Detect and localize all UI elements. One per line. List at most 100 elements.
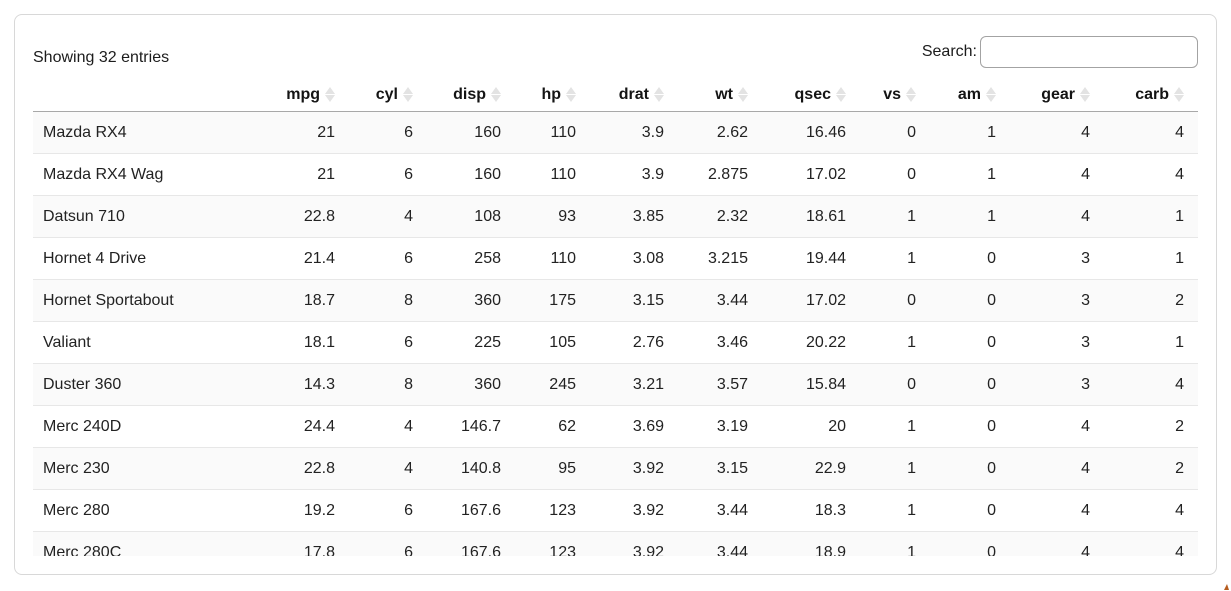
data-cell: 0 (930, 237, 1010, 280)
data-cell: 1 (860, 195, 930, 238)
data-cell: 1 (930, 111, 1010, 154)
row-name-cell: Hornet 4 Drive (33, 237, 263, 280)
data-cell: 225 (427, 321, 515, 364)
data-cell: 1 (860, 447, 930, 490)
row-name-cell: Merc 280C (33, 531, 263, 556)
data-cell: 0 (860, 153, 930, 196)
row-name-cell: Datsun 710 (33, 195, 263, 238)
data-cell: 3.69 (590, 405, 678, 448)
data-cell: 17.02 (762, 279, 860, 322)
table-scroll-area[interactable]: mpg cyl disp hp drat wt qsec vs am gear carb Mazda… (33, 78, 1198, 556)
data-cell: 3.08 (590, 237, 678, 280)
column-header-cyl[interactable]: cyl (349, 78, 427, 112)
data-cell: 4 (349, 195, 427, 238)
data-cell: 21 (263, 111, 349, 154)
data-cell: 4 (1010, 405, 1104, 448)
data-table: mpg cyl disp hp drat wt qsec vs am gear carb Mazda… (33, 78, 1198, 556)
data-cell: 360 (427, 279, 515, 322)
data-cell: 4 (1010, 489, 1104, 532)
column-header-carb[interactable]: carb (1104, 78, 1198, 112)
data-cell: 18.7 (263, 279, 349, 322)
data-cell: 3.19 (678, 405, 762, 448)
data-cell: 1 (1104, 195, 1198, 238)
column-header-gear[interactable]: gear (1010, 78, 1104, 112)
data-cell: 4 (1010, 531, 1104, 556)
data-cell: 1 (860, 405, 930, 448)
search-input[interactable] (980, 36, 1198, 68)
table-row: Merc 230 22.8 4 140.8 95 3.92 3.15 22.9 1 0 4 2 (33, 447, 1198, 490)
data-cell: 3.92 (590, 447, 678, 490)
column-label: hp (541, 85, 561, 103)
data-cell: 95 (515, 447, 590, 490)
data-cell: 3.15 (678, 447, 762, 490)
column-header-drat[interactable]: drat (590, 78, 678, 112)
data-cell: 0 (930, 447, 1010, 490)
row-name-cell: Hornet Sportabout (33, 279, 263, 322)
data-cell: 167.6 (427, 531, 515, 556)
search-label: Search: (921, 43, 977, 60)
data-cell: 3.9 (590, 111, 678, 154)
sort-icon (1080, 87, 1090, 102)
row-name-cell: Duster 360 (33, 363, 263, 406)
column-header-mpg[interactable]: mpg (263, 78, 349, 112)
data-cell: 2.62 (678, 111, 762, 154)
data-cell: 3 (1010, 321, 1104, 364)
data-cell: 21.4 (263, 237, 349, 280)
column-label: drat (618, 85, 649, 103)
data-cell: 17.8 (263, 531, 349, 556)
data-cell: 175 (515, 279, 590, 322)
cursor-artifact (1224, 584, 1229, 590)
data-cell: 4 (349, 405, 427, 448)
column-label: gear (1041, 85, 1075, 103)
data-cell: 24.4 (263, 405, 349, 448)
data-cell: 3.92 (590, 531, 678, 556)
table-row: Hornet Sportabout 18.7 8 360 175 3.15 3.44 17.… (33, 279, 1198, 322)
data-cell: 1 (930, 153, 1010, 196)
data-cell: 62 (515, 405, 590, 448)
data-cell: 18.3 (762, 489, 860, 532)
data-cell: 3 (1010, 363, 1104, 406)
data-cell: 6 (349, 321, 427, 364)
data-cell: 4 (1010, 447, 1104, 490)
data-cell: 2.76 (590, 321, 678, 364)
data-cell: 167.6 (427, 489, 515, 532)
column-label: qsec (794, 85, 831, 103)
data-cell: 2.32 (678, 195, 762, 238)
data-cell: 110 (515, 237, 590, 280)
column-header-wt[interactable]: wt (678, 78, 762, 112)
data-cell: 4 (1010, 195, 1104, 238)
column-header-qsec[interactable]: qsec (762, 78, 860, 112)
data-cell: 4 (1104, 111, 1198, 154)
sort-icon (738, 87, 748, 102)
data-cell: 19.44 (762, 237, 860, 280)
table-body: Mazda RX4 21 6 160 110 3.9 2.62 16.46 0 1 4 4 Mazd… (33, 111, 1198, 556)
table-row: Mazda RX4 Wag 21 6 160 110 3.9 2.875 17.02 0 1 4 4 (33, 153, 1198, 196)
data-cell: 258 (427, 237, 515, 280)
column-header-vs[interactable]: vs (860, 78, 930, 112)
data-cell: 22.8 (263, 195, 349, 238)
data-cell: 93 (515, 195, 590, 238)
header-row: mpg cyl disp hp drat wt qsec vs am gear carb (33, 78, 1198, 112)
data-cell: 245 (515, 363, 590, 406)
data-cell: 6 (349, 111, 427, 154)
sort-icon (566, 87, 576, 102)
row-name-cell: Merc 280 (33, 489, 263, 532)
data-cell: 123 (515, 489, 590, 532)
table-row: Valiant 18.1 6 225 105 2.76 3.46 20.22 1 0 3 1 (33, 321, 1198, 364)
data-cell: 3.57 (678, 363, 762, 406)
data-cell: 123 (515, 531, 590, 556)
row-name-cell: Merc 230 (33, 447, 263, 490)
data-cell: 4 (1104, 363, 1198, 406)
data-cell: 1 (1104, 237, 1198, 280)
column-label: mpg (286, 85, 320, 103)
data-cell: 6 (349, 489, 427, 532)
data-cell: 19.2 (263, 489, 349, 532)
column-header-am[interactable]: am (930, 78, 1010, 112)
sort-icon (836, 87, 846, 102)
column-label: cyl (375, 85, 398, 103)
column-header-hp[interactable]: hp (515, 78, 590, 112)
column-label: disp (453, 85, 486, 103)
column-header-disp[interactable]: disp (427, 78, 515, 112)
data-cell: 3.85 (590, 195, 678, 238)
row-name-cell: Mazda RX4 Wag (33, 153, 263, 196)
